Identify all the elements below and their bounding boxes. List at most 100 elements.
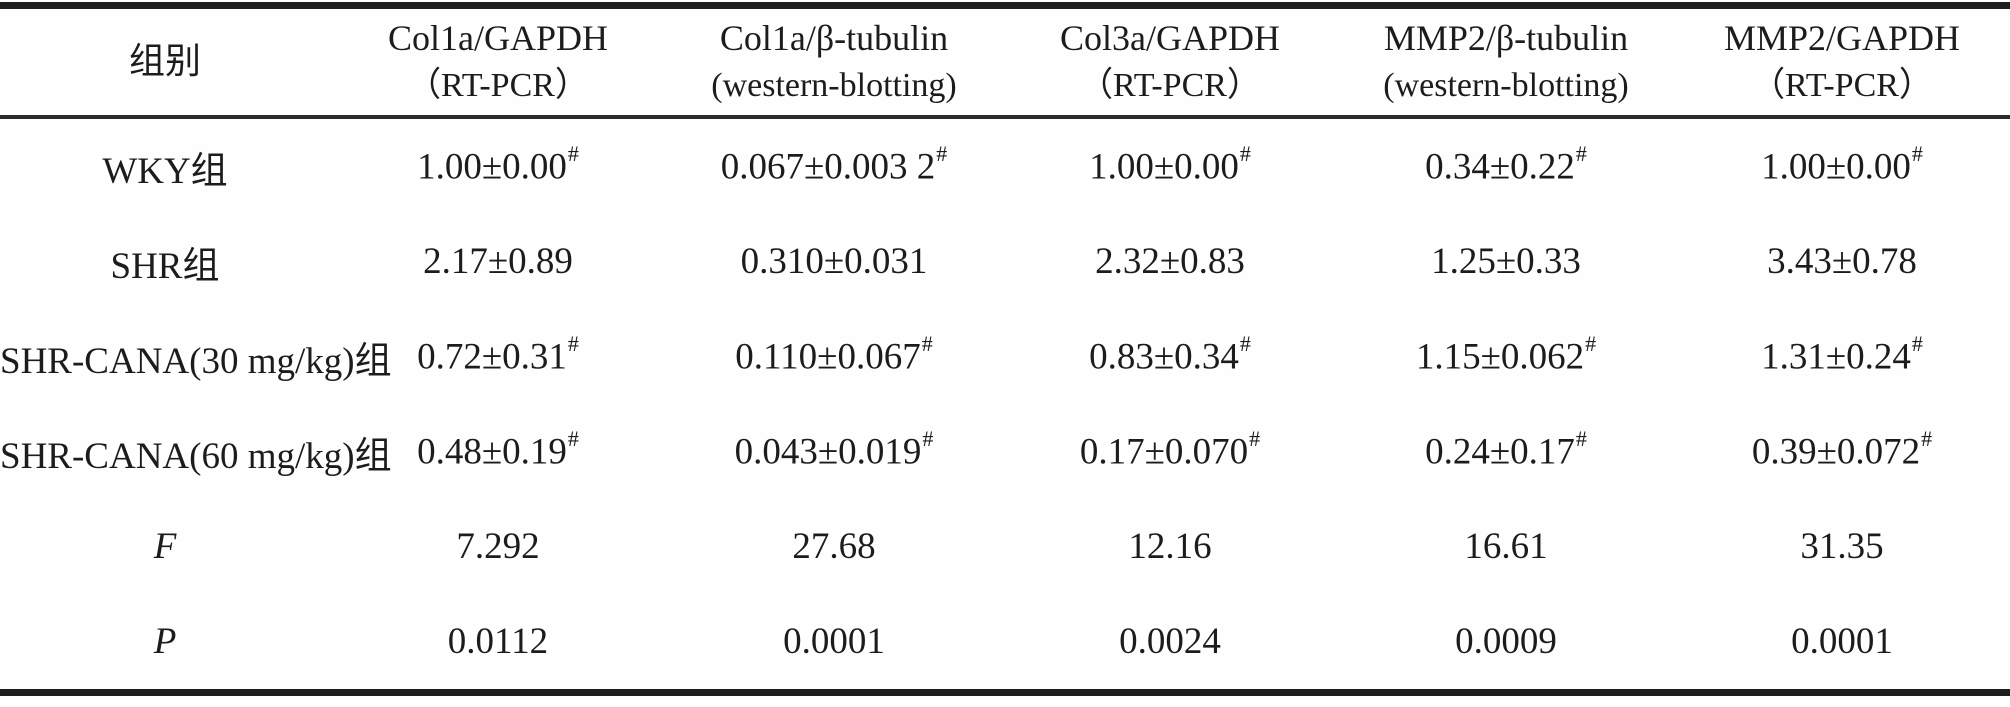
value-cell: 1.31±0.24#	[1674, 309, 2010, 404]
cell-value: 0.72±0.31	[417, 336, 567, 378]
value-cell: 16.61	[1338, 499, 1674, 594]
significance-marker: #	[1575, 425, 1587, 451]
value-cell: 27.68	[666, 499, 1002, 594]
value-cell: 1.00±0.00#	[1002, 117, 1338, 214]
table-row: SHR-CANA(60 mg/kg)组 0.48±0.19# 0.043±0.019…	[0, 404, 2010, 499]
header-sublabel: （RT-PCR）	[1079, 67, 1261, 105]
header-sublabel: (western-blotting)	[711, 67, 957, 105]
header-sublabel: （RT-PCR）	[1751, 67, 1933, 105]
header-label: Col3a/GAPDH	[1059, 17, 1280, 58]
significance-marker: #	[1911, 330, 1923, 356]
cell-value: 1.00±0.00	[1761, 146, 1911, 188]
header-cell-mmp2-gapdh: MMP2/GAPDH （RT-PCR）	[1674, 5, 2010, 119]
significance-marker: #	[1921, 425, 1933, 451]
significance-marker: #	[922, 425, 934, 451]
cell-value: 0.0001	[783, 621, 885, 662]
row-label: WKY组	[102, 150, 228, 192]
value-cell: 0.0112	[330, 594, 666, 693]
value-cell: 0.067±0.003 2#	[666, 117, 1002, 214]
header-cell-col1a-gapdh: Col1a/GAPDH （RT-PCR）	[330, 5, 666, 119]
cell-value: 16.61	[1464, 526, 1548, 567]
significance-marker: #	[1585, 330, 1597, 356]
header-cell-mmp2-btubulin: MMP2/β-tubulin (western-blotting)	[1338, 5, 1674, 119]
value-cell: 0.72±0.31#	[330, 309, 666, 404]
value-cell: 0.17±0.070#	[1002, 404, 1338, 499]
value-cell: 1.25±0.33	[1338, 214, 1674, 309]
cell-value: 27.68	[792, 526, 876, 567]
significance-marker: #	[567, 140, 579, 166]
cell-value: 1.25±0.33	[1431, 241, 1581, 282]
cell-value: 1.31±0.24	[1761, 336, 1911, 378]
significance-marker: #	[1575, 140, 1587, 166]
value-cell: 0.043±0.019#	[666, 404, 1002, 499]
row-label: SHR-CANA(60 mg/kg)组	[0, 435, 392, 477]
table-row: SHR-CANA(30 mg/kg)组 0.72±0.31# 0.110±0.067…	[0, 309, 2010, 404]
value-cell: 12.16	[1002, 499, 1338, 594]
value-cell: 1.15±0.062#	[1338, 309, 1674, 404]
value-cell: 0.0024	[1002, 594, 1338, 693]
header-label: Col1a/GAPDH	[387, 17, 608, 58]
cell-value: 2.32±0.83	[1095, 241, 1245, 282]
cell-value: 0.34±0.22	[1425, 146, 1575, 188]
significance-marker: #	[567, 425, 579, 451]
table-row: F 7.292 27.68 12.16 16.61 31.35	[0, 499, 2010, 594]
cell-value: 0.39±0.072	[1751, 431, 1921, 473]
cell-value: 0.17±0.070	[1079, 431, 1249, 473]
value-cell: 1.00±0.00#	[330, 117, 666, 214]
value-cell: 7.292	[330, 499, 666, 594]
value-cell: 1.00±0.00#	[1674, 117, 2010, 214]
cell-value: 0.48±0.19	[417, 431, 567, 473]
header-label: Col1a/β-tubulin	[719, 17, 949, 58]
significance-marker: #	[921, 330, 933, 356]
table-body: WKY组 1.00±0.00# 0.067±0.003 2# 1.00±0.00# 0.…	[0, 117, 2010, 693]
value-cell: 31.35	[1674, 499, 2010, 594]
value-cell: 2.17±0.89	[330, 214, 666, 309]
header-label: MMP2/GAPDH	[1723, 17, 1961, 58]
significance-marker: #	[1249, 425, 1261, 451]
value-cell: 0.83±0.34#	[1002, 309, 1338, 404]
significance-marker: #	[567, 330, 579, 356]
cell-value: 3.43±0.78	[1767, 241, 1917, 282]
row-label: P	[153, 621, 177, 662]
cell-value: 0.0009	[1455, 621, 1557, 662]
header-cell-col3a-gapdh: Col3a/GAPDH （RT-PCR）	[1002, 5, 1338, 119]
header-cell-group: 组别	[0, 5, 330, 119]
value-cell: 0.24±0.17#	[1338, 404, 1674, 499]
cell-value: 0.0024	[1119, 621, 1221, 662]
cell-value: 2.17±0.89	[423, 241, 573, 282]
header-sublabel: （RT-PCR）	[407, 67, 589, 105]
cell-value: 0.0112	[447, 621, 549, 662]
value-cell: 0.34±0.22#	[1338, 117, 1674, 214]
cell-value: 0.110±0.067	[735, 336, 921, 378]
row-label: SHR组	[110, 245, 220, 287]
table-header: 组别 Col1a/GAPDH （RT-PCR） Col1a/β-tubulin …	[0, 5, 2010, 119]
value-cell: 0.0001	[1674, 594, 2010, 693]
cell-value: 1.00±0.00	[417, 146, 567, 188]
value-cell: 0.310±0.031	[666, 214, 1002, 309]
significance-marker: #	[1911, 140, 1923, 166]
cell-value: 0.067±0.003 2	[720, 146, 936, 188]
cell-value: 1.00±0.00	[1089, 146, 1239, 188]
value-cell: 0.0009	[1338, 594, 1674, 693]
header-sublabel: (western-blotting)	[1383, 67, 1629, 105]
value-cell: 0.110±0.067#	[666, 309, 1002, 404]
table-row: WKY组 1.00±0.00# 0.067±0.003 2# 1.00±0.00# 0.…	[0, 117, 2010, 214]
row-label: F	[153, 526, 177, 567]
value-cell: 0.39±0.072#	[1674, 404, 2010, 499]
cell-value: 0.310±0.031	[740, 241, 928, 282]
header-cell-col1a-btubulin: Col1a/β-tubulin (western-blotting)	[666, 5, 1002, 119]
value-cell: 0.0001	[666, 594, 1002, 693]
significance-marker: #	[936, 140, 948, 166]
header-label: 组别	[128, 41, 201, 82]
cell-value: 0.24±0.17	[1425, 431, 1575, 473]
value-cell: 0.48±0.19#	[330, 404, 666, 499]
table-row: P 0.0112 0.0001 0.0024 0.0009 0.0001	[0, 594, 2010, 693]
row-label: SHR-CANA(30 mg/kg)组	[0, 340, 392, 382]
header-label: MMP2/β-tubulin	[1383, 17, 1629, 58]
cell-value: 7.292	[456, 526, 540, 567]
cell-value: 0.043±0.019	[734, 431, 922, 473]
table-row: SHR组 2.17±0.89 0.310±0.031 2.32±0.83 1.25±0.…	[0, 214, 2010, 309]
header-row: 组别 Col1a/GAPDH （RT-PCR） Col1a/β-tubulin …	[0, 5, 2010, 119]
